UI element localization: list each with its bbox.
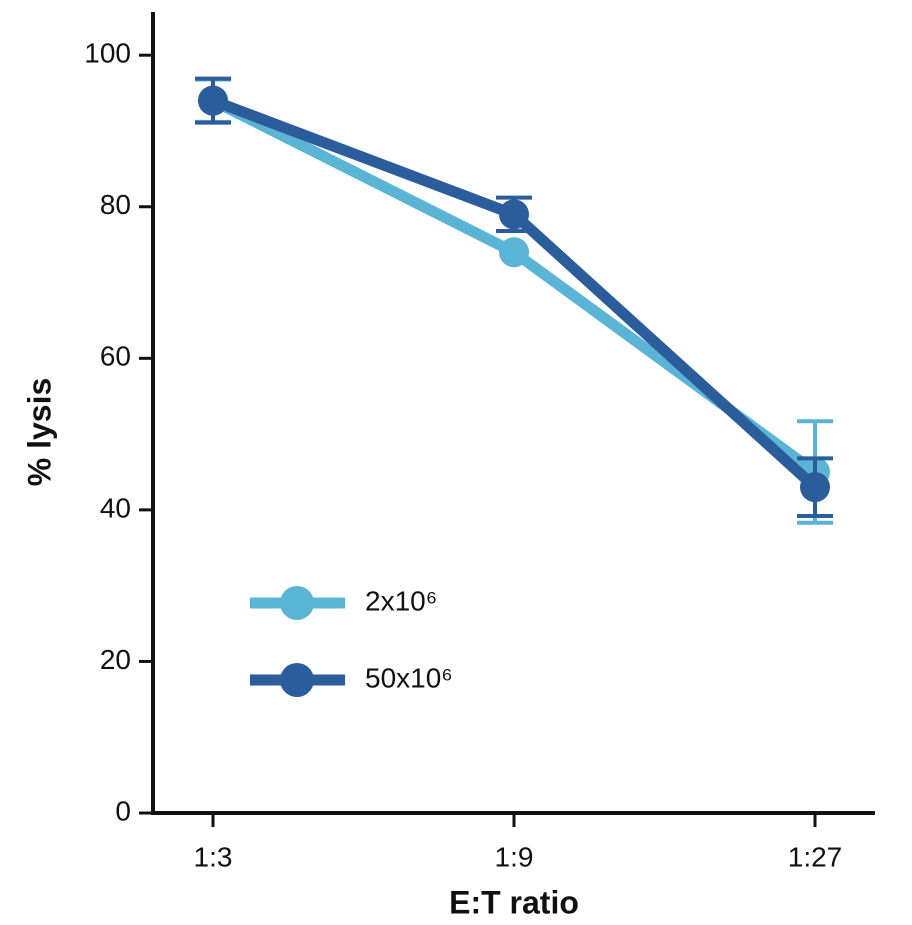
- y-tick-label: 40: [100, 492, 131, 523]
- data-point: [499, 237, 529, 268]
- x-axis-label: E:T ratio: [449, 884, 579, 920]
- x-tick-label: 1:3: [194, 841, 233, 872]
- legend-marker: [280, 663, 314, 697]
- y-tick-label: 100: [84, 38, 131, 69]
- y-tick-label: 80: [100, 189, 131, 220]
- y-tick-label: 20: [100, 644, 131, 675]
- legend-marker: [280, 586, 314, 620]
- legend-label: 50x10⁶: [365, 662, 453, 693]
- y-tick-label: 60: [100, 341, 131, 372]
- x-tick-label: 1:27: [788, 841, 843, 872]
- data-point: [499, 199, 529, 230]
- series-line: [210, 95, 819, 477]
- y-axis-label: % lysis: [21, 378, 57, 487]
- y-tick-label: 0: [115, 795, 131, 826]
- legend-label: 2x10⁶: [365, 585, 437, 616]
- x-tick-label: 1:9: [495, 841, 534, 872]
- data-point: [198, 85, 228, 116]
- data-point: [800, 472, 830, 503]
- series-line: [211, 95, 819, 492]
